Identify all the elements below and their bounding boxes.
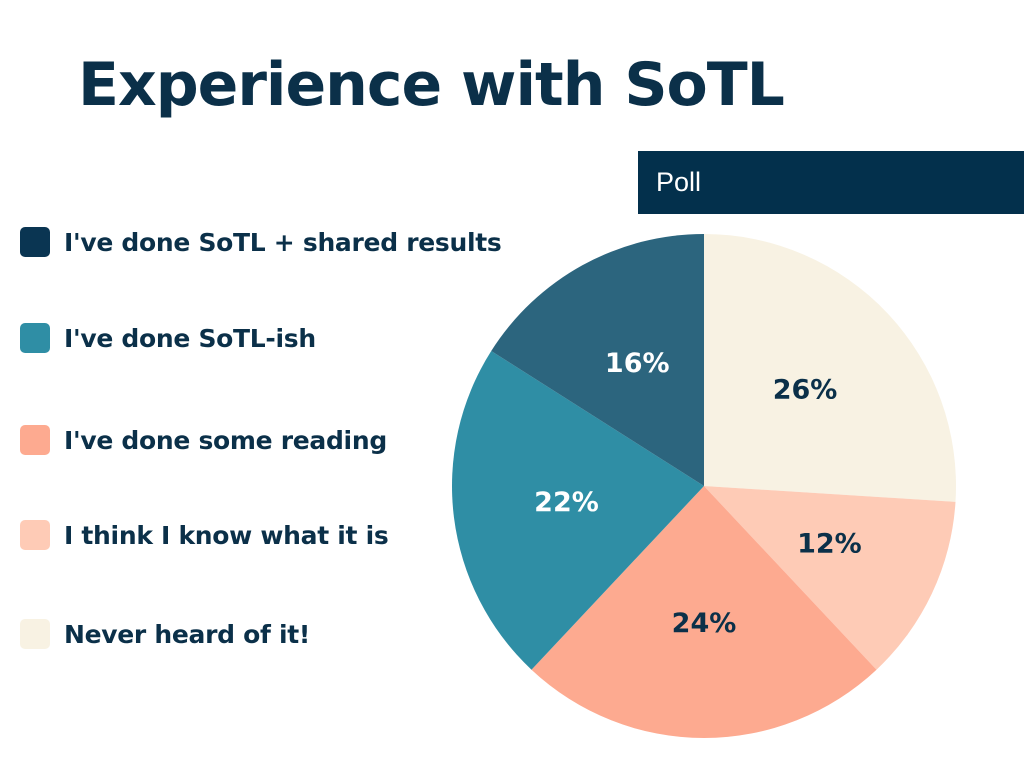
pie-chart: 26% 12% 24% 22% 16% — [452, 234, 956, 738]
slice-value-label: 22% — [534, 487, 599, 518]
poll-banner: Poll — [638, 151, 1024, 214]
pie-slice — [491, 234, 704, 486]
pie-slice — [452, 350, 704, 670]
slice-value-label: 26% — [773, 375, 838, 406]
pie-slice — [704, 486, 956, 670]
slice-value-label: 24% — [672, 608, 737, 639]
pie-slice — [531, 486, 877, 738]
poll-label: Poll — [656, 167, 702, 197]
legend-label: I think I know what it is — [64, 520, 389, 550]
legend-swatch — [20, 425, 50, 455]
legend-swatch — [20, 619, 50, 649]
legend-swatch — [20, 227, 50, 257]
page-title: Experience with SoTL — [78, 50, 785, 120]
legend-swatch — [20, 520, 50, 550]
legend-label: Never heard of it! — [64, 619, 310, 649]
legend-item-think-i-know: I think I know what it is — [20, 518, 389, 552]
pie-slice — [704, 234, 956, 502]
legend-swatch — [20, 323, 50, 353]
legend-label: I've done SoTL-ish — [64, 323, 316, 353]
legend-item-sotl-ish: I've done SoTL-ish — [20, 321, 316, 355]
slice-value-label: 16% — [605, 348, 670, 379]
legend-label: I've done some reading — [64, 425, 387, 455]
legend-item-some-reading: I've done some reading — [20, 423, 387, 457]
legend-item-never-heard: Never heard of it! — [20, 617, 310, 651]
legend-label: I've done SoTL + shared results — [64, 227, 502, 257]
legend-item-shared-results: I've done SoTL + shared results — [20, 225, 502, 259]
slice-value-label: 12% — [797, 529, 862, 560]
